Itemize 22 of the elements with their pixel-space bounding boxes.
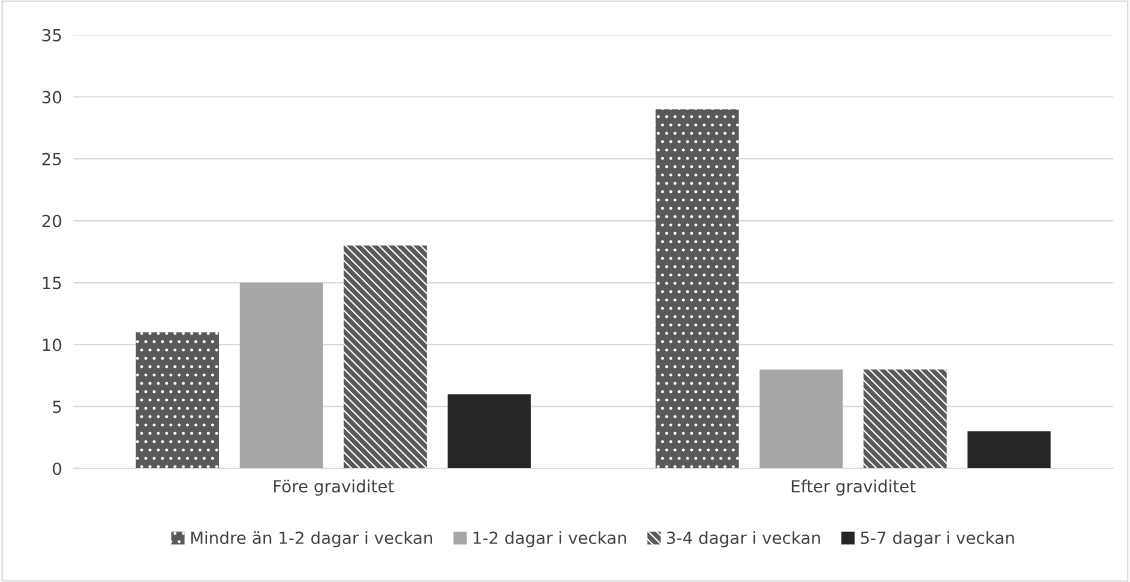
- bar: [239, 282, 323, 469]
- y-tick-label: 15: [42, 276, 61, 290]
- bar: [343, 245, 427, 469]
- y-tick-label: 20: [42, 214, 62, 228]
- bar: [135, 332, 219, 469]
- y-tick-label: 35: [42, 28, 61, 42]
- bar: [967, 431, 1051, 469]
- x-tick-label: Före graviditet: [274, 479, 394, 496]
- legend-label: 1-2 dagar i veckan: [473, 531, 626, 548]
- legend-label: 3-4 dagar i veckan: [666, 531, 820, 548]
- y-tick-label: 5: [53, 400, 61, 414]
- legend-label: 5-7 dagar i veckan: [860, 531, 1014, 548]
- y-tick-label: 10: [42, 338, 62, 352]
- bar: [655, 109, 739, 469]
- y-tick-label: 25: [42, 152, 61, 166]
- x-tick-label: Efter graviditet: [791, 479, 916, 496]
- bar: [759, 369, 843, 469]
- bar: [863, 369, 947, 469]
- legend-label: Mindre än 1-2 dagar i veckan: [191, 531, 433, 548]
- y-tick-label: 30: [42, 90, 62, 104]
- y-tick-label: 0: [52, 462, 62, 476]
- bar: [447, 394, 531, 469]
